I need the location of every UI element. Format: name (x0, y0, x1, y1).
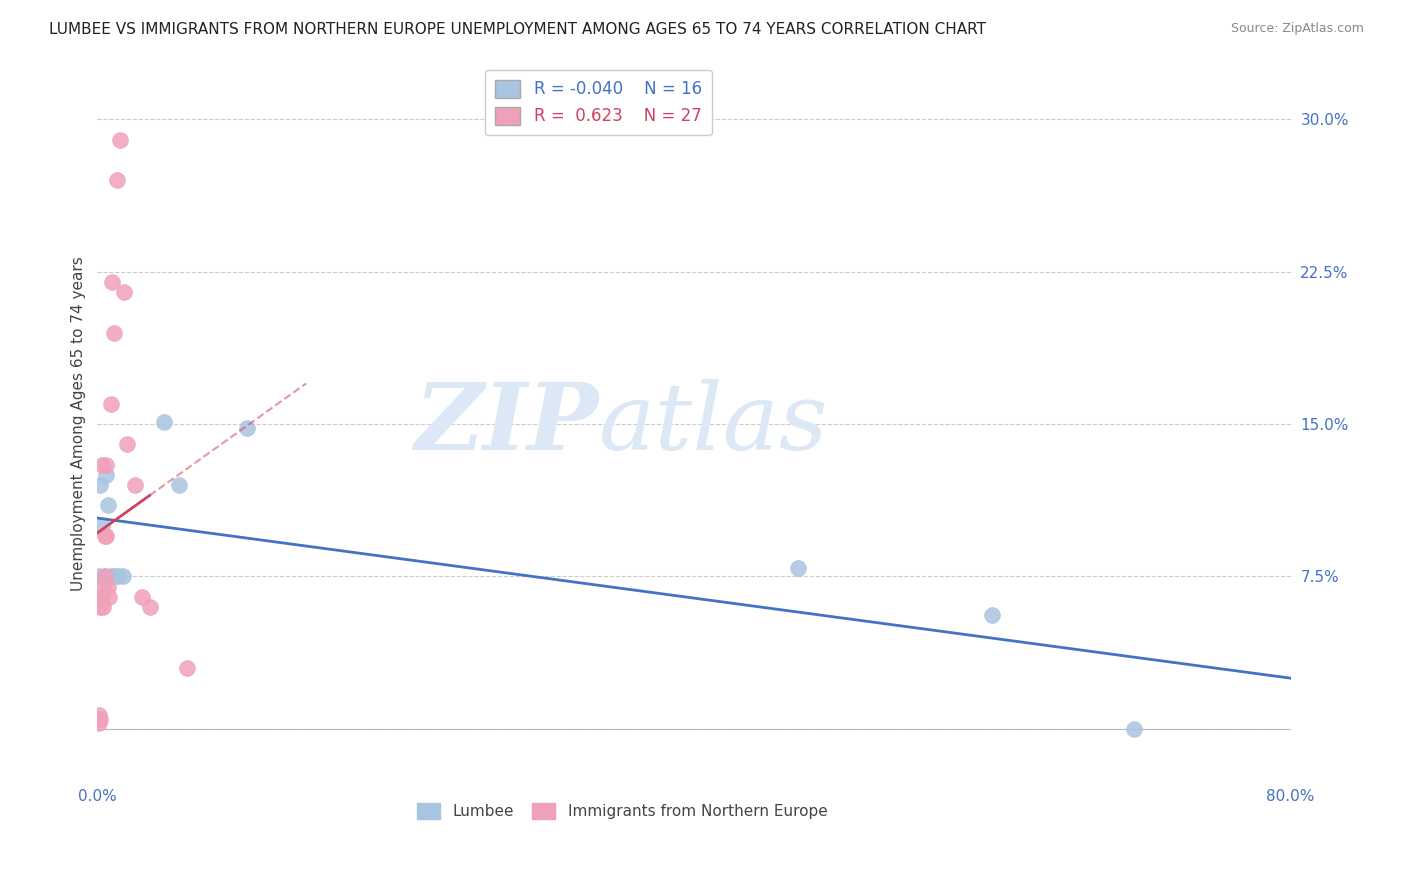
Point (103, 569, 125, 583)
Point (94, 569, 117, 583)
Point (169, 478, 191, 492)
Point (105, 173, 128, 187)
Point (96, 529, 118, 543)
Point (101, 275, 124, 289)
Point (112, 285, 135, 299)
Point (89, 478, 111, 492)
Text: Source: ZipAtlas.com: Source: ZipAtlas.com (1230, 22, 1364, 36)
Point (107, 569, 129, 583)
Text: atlas: atlas (599, 379, 828, 469)
Point (98, 590, 121, 604)
Point (103, 326, 125, 340)
Legend: Lumbee, Immigrants from Northern Europe: Lumbee, Immigrants from Northern Europe (412, 797, 834, 825)
Point (87, 569, 110, 583)
Point (91, 599, 114, 614)
Text: LUMBEE VS IMMIGRANTS FROM NORTHERN EUROPE UNEMPLOYMENT AMONG AGES 65 TO 74 YEARS: LUMBEE VS IMMIGRANTS FROM NORTHERN EUROP… (49, 22, 986, 37)
Point (124, 478, 146, 492)
Point (787, 561, 810, 575)
Y-axis label: Unemployment Among Ages 65 to 74 years: Unemployment Among Ages 65 to 74 years (72, 257, 86, 591)
Point (89, 599, 111, 614)
Point (97, 580, 120, 594)
Point (1123, 722, 1146, 736)
Point (96, 458, 118, 472)
Point (87, 712, 110, 726)
Point (90, 518, 112, 533)
Point (97, 499, 120, 513)
Point (90, 458, 112, 472)
Point (108, 133, 131, 147)
Text: ZIP: ZIP (415, 379, 599, 469)
Point (89, 590, 111, 604)
Point (90, 590, 112, 604)
Point (111, 569, 134, 583)
Point (94, 529, 117, 543)
Point (138, 599, 160, 614)
Point (89, 712, 111, 726)
Point (153, 415, 176, 429)
Point (91, 580, 114, 594)
Point (115, 437, 138, 451)
Point (131, 590, 153, 604)
Point (87, 715, 110, 730)
Point (100, 569, 122, 583)
Point (87, 707, 110, 722)
Point (235, 421, 257, 435)
Point (100, 397, 122, 411)
Point (96, 467, 118, 482)
Point (94, 569, 117, 583)
Point (176, 661, 198, 675)
Point (981, 608, 1004, 623)
